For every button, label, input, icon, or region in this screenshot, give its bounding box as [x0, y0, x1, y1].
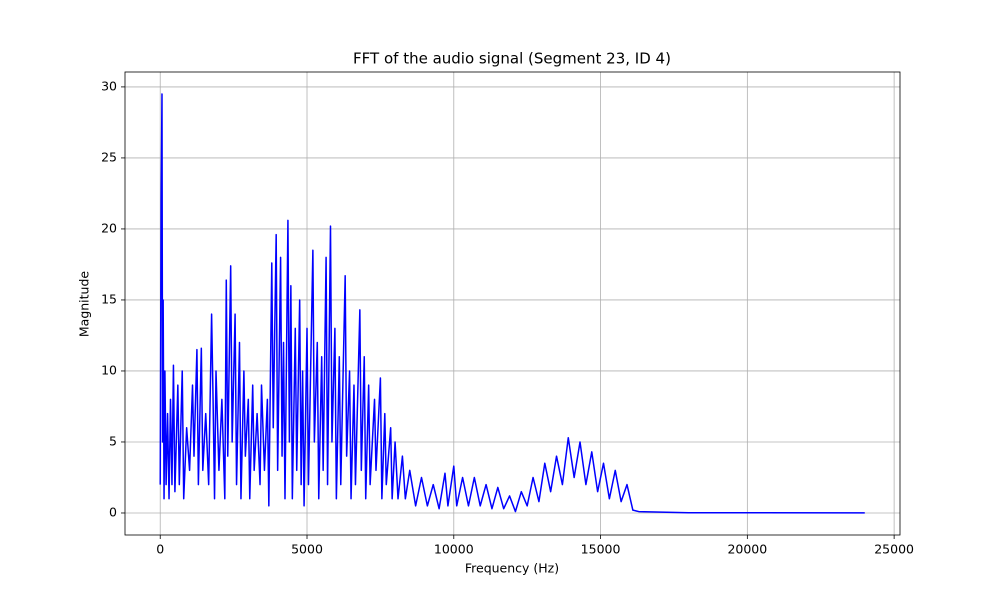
x-tick-label: 5000	[291, 542, 323, 557]
plot-frame	[124, 71, 901, 536]
x-tick-label: 15000	[581, 542, 621, 557]
y-tick-label: 5	[109, 433, 117, 448]
x-axis-label: Frequency (Hz)	[465, 561, 559, 576]
y-tick-label: 0	[109, 504, 117, 519]
x-tick-label: 0	[156, 542, 164, 557]
y-tick-label: 15	[101, 291, 117, 306]
line-series	[159, 93, 865, 514]
x-tick-label: 10000	[434, 542, 474, 557]
y-tick-label: 25	[101, 149, 117, 164]
chart-title: FFT of the audio signal (Segment 23, ID …	[353, 50, 671, 68]
x-tick-label: 20000	[727, 542, 767, 557]
y-tick-label: 10	[101, 362, 117, 377]
x-tick-label: 25000	[874, 542, 914, 557]
y-tick-label: 30	[101, 78, 117, 93]
y-tick-label: 20	[101, 220, 117, 235]
y-axis-label: Magnitude	[77, 271, 92, 338]
